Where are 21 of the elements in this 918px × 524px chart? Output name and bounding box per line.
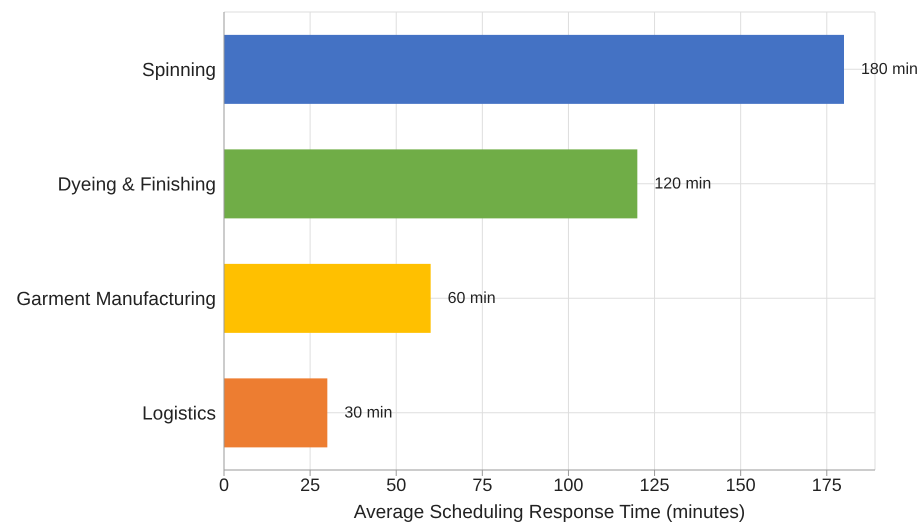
- x-tick-label: 0: [218, 474, 230, 495]
- x-tick-label: 175: [812, 474, 842, 495]
- x-tick-label: 150: [726, 474, 756, 495]
- data-label: 60 min: [448, 290, 496, 307]
- data-label: 30 min: [344, 404, 392, 422]
- x-tick-label: 100: [553, 474, 584, 495]
- data-label: 120 min: [654, 175, 712, 192]
- x-tick-label: 25: [300, 474, 320, 495]
- y-tick-label: Dyeing & Finishing: [58, 174, 216, 196]
- x-tick-label: 125: [640, 474, 670, 495]
- x-axis-title: Average Scheduling Response Time (minutes): [354, 502, 746, 523]
- x-tick-label: 75: [472, 474, 492, 495]
- y-tick-label: Spinning: [142, 60, 216, 81]
- bar: [224, 378, 328, 448]
- y-tick-label: Logistics: [142, 403, 216, 424]
- data-label: 180 min: [861, 60, 918, 78]
- y-tick-label: Garment Manufacturing: [16, 288, 216, 310]
- bar: [224, 149, 638, 218]
- bar: [224, 34, 844, 104]
- bar: [224, 264, 431, 333]
- x-tick-label: 50: [386, 474, 406, 495]
